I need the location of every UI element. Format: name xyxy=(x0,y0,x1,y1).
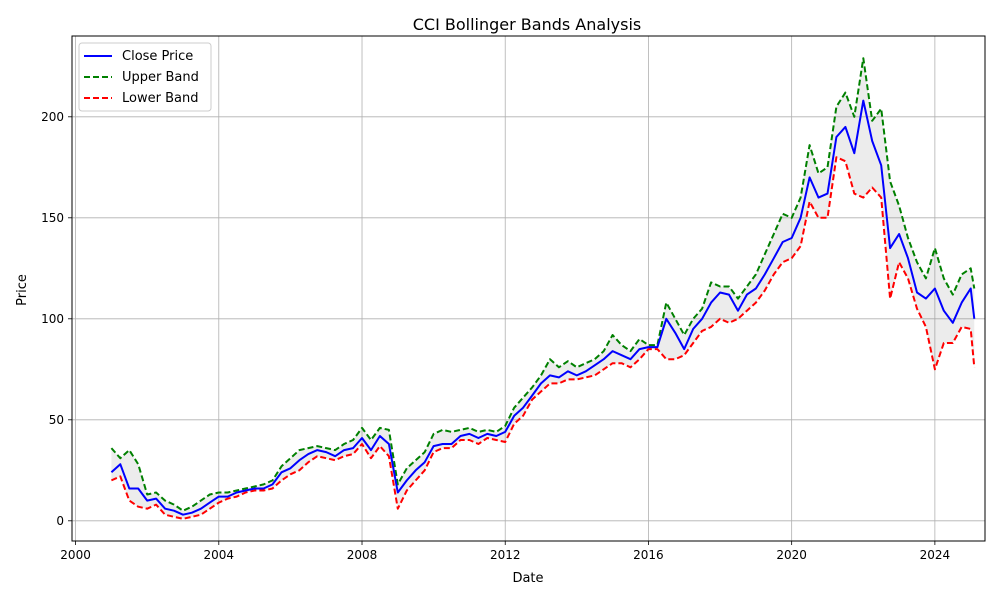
series-line-close-price xyxy=(110,99,976,516)
grid xyxy=(72,36,985,541)
y-tick-label: 0 xyxy=(56,514,64,528)
x-tick-label: 2008 xyxy=(347,548,378,562)
x-axis-label: Date xyxy=(512,571,543,586)
series-line-lower-band xyxy=(110,156,976,520)
axis-ticks: 2000 2004 2008 2012 2016 2020 2024 0 50 100 150 200 xyxy=(41,110,950,562)
series-lines xyxy=(110,57,976,520)
x-tick-label: 2000 xyxy=(60,548,91,562)
x-tick-label: 2012 xyxy=(490,548,521,562)
x-tick-label: 2004 xyxy=(204,548,235,562)
chart-title: CCI Bollinger Bands Analysis xyxy=(413,15,641,34)
legend-label-close-price: Close Price xyxy=(122,49,193,64)
y-tick-label: 50 xyxy=(49,413,64,427)
x-tick-label: 2016 xyxy=(633,548,664,562)
y-axis-label: Price xyxy=(15,274,30,306)
legend: Close Price Upper Band Lower Band xyxy=(78,42,212,112)
y-tick-label: 200 xyxy=(41,110,64,124)
y-tick-label: 100 xyxy=(41,312,64,326)
series-line-upper-band xyxy=(110,57,976,512)
legend-label-upper-band: Upper Band xyxy=(122,70,199,85)
legend-box xyxy=(78,42,212,112)
x-tick-label: 2020 xyxy=(776,548,807,562)
plot-frame xyxy=(71,35,986,542)
y-tick-label: 150 xyxy=(41,211,64,225)
legend-label-lower-band: Lower Band xyxy=(122,91,198,106)
x-tick-label: 2024 xyxy=(920,548,951,562)
